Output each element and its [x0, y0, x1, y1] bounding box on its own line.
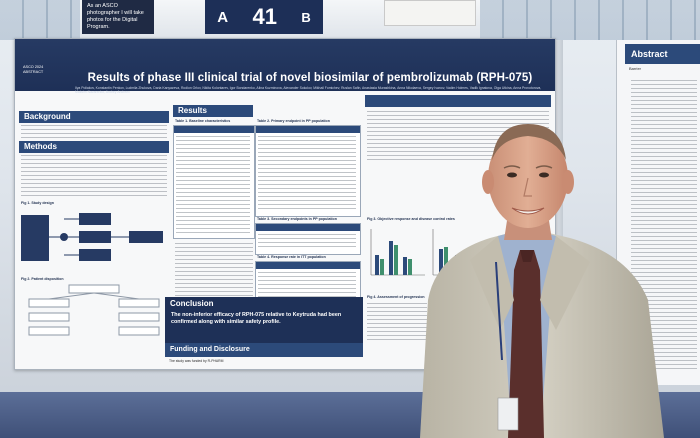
poster-title: Results of phase III clinical trial of n… — [87, 72, 533, 84]
bar-4b — [444, 247, 448, 275]
poster-authors: Ilya Poliakov, Konstantin Penkov, Ludmil… — [75, 86, 542, 94]
bar-1b — [380, 259, 384, 275]
flow-box-outcome — [129, 231, 163, 243]
table4-caption: Table 4. Response rate in ITT population — [257, 255, 326, 259]
results-continued-header — [365, 95, 551, 107]
table4-head — [256, 262, 360, 269]
fig2-caption: Fig 2. Patient disposition — [21, 277, 64, 281]
table2-head — [256, 126, 360, 133]
carpet-floor — [0, 392, 700, 438]
poster-logo-text: ASCO 2024 ABSTRACT — [23, 65, 44, 74]
board-letter-b: B — [301, 9, 311, 25]
conclusion-text: The non-inferior efficacy of RPH-075 rel… — [171, 312, 342, 325]
table1-rows — [176, 136, 250, 234]
window-left — [0, 0, 80, 40]
board-letter-a: A — [217, 8, 229, 26]
conclusion-heading: Conclusion — [170, 299, 214, 308]
flow-box-arm-b — [79, 249, 111, 261]
board-number: 41 — [252, 4, 277, 29]
table3-secondary — [255, 223, 361, 255]
bar-2b — [394, 245, 398, 275]
window-right — [480, 0, 700, 40]
bar-5b — [460, 257, 464, 275]
section-background: Background — [19, 111, 169, 123]
fig4-caption: Fig 4. Assessment of progression — [367, 295, 425, 299]
fig4-area — [367, 303, 427, 343]
adjacent-poster-heading: Abstract — [625, 44, 700, 64]
bar-3a — [403, 257, 407, 275]
board-number-sign: A 41 B — [205, 0, 323, 34]
patient-disposition-diagram — [28, 284, 160, 336]
methods-text — [21, 155, 167, 199]
poster-header: ASCO 2024 ABSTRACT Results of phase III … — [15, 39, 555, 94]
funding-heading: Funding and Disclosure — [165, 343, 363, 357]
table3-caption: Table 3. Secondary endpoints in PP popul… — [257, 217, 337, 221]
table2-caption: Table 2. Primary endpoint in PP populati… — [257, 119, 330, 123]
research-poster: ASCO 2024 ABSTRACT Results of phase III … — [14, 38, 556, 370]
table2-primary — [255, 125, 361, 217]
table3-head — [256, 224, 360, 231]
asco-photographer-sign: As an ASCO photographer I will take phot… — [82, 0, 154, 34]
flow-box-rand — [79, 231, 111, 243]
table2-rows — [258, 136, 356, 212]
flow-box-arm-a — [79, 213, 111, 225]
funding-text: The study was funded by R-PHARM — [169, 359, 224, 363]
table1-baseline — [173, 125, 255, 239]
fig3-caption: Fig 3. Objective response and disease co… — [367, 217, 455, 221]
bar-1a — [375, 255, 379, 275]
bar-5a — [455, 255, 459, 275]
study-design-diagram — [21, 213, 163, 261]
section-results: Results — [173, 105, 253, 117]
background-text — [21, 125, 167, 145]
results-right-text — [367, 111, 549, 163]
white-sign — [384, 0, 476, 26]
bar-3b — [408, 259, 412, 275]
table1-head — [174, 126, 254, 133]
right-ear — [562, 170, 574, 194]
flow-box-screening — [21, 215, 49, 261]
bar-2a — [389, 241, 393, 275]
results-text — [175, 243, 253, 301]
adjacent-poster-sub: Barrier — [629, 66, 642, 71]
response-bar-chart-2 — [432, 229, 487, 276]
response-bar-chart — [370, 229, 425, 276]
asco-sign-text: As an ASCO photographer I will take phot… — [87, 3, 144, 30]
adjacent-poster-text — [631, 80, 697, 370]
adjacent-poster: Abstract Barrier — [616, 40, 700, 385]
table4-rows — [258, 272, 356, 298]
table1-caption: Table 1. Baseline characteristics — [175, 119, 231, 123]
fig1-caption: Fig 1. Study design — [21, 201, 54, 205]
bar-4a — [439, 249, 443, 275]
conclusion-box: Conclusion The non-inferior efficacy of … — [165, 297, 363, 343]
section-methods: Methods — [19, 141, 169, 153]
table3-rows — [258, 234, 356, 250]
table4-itt — [255, 261, 361, 303]
